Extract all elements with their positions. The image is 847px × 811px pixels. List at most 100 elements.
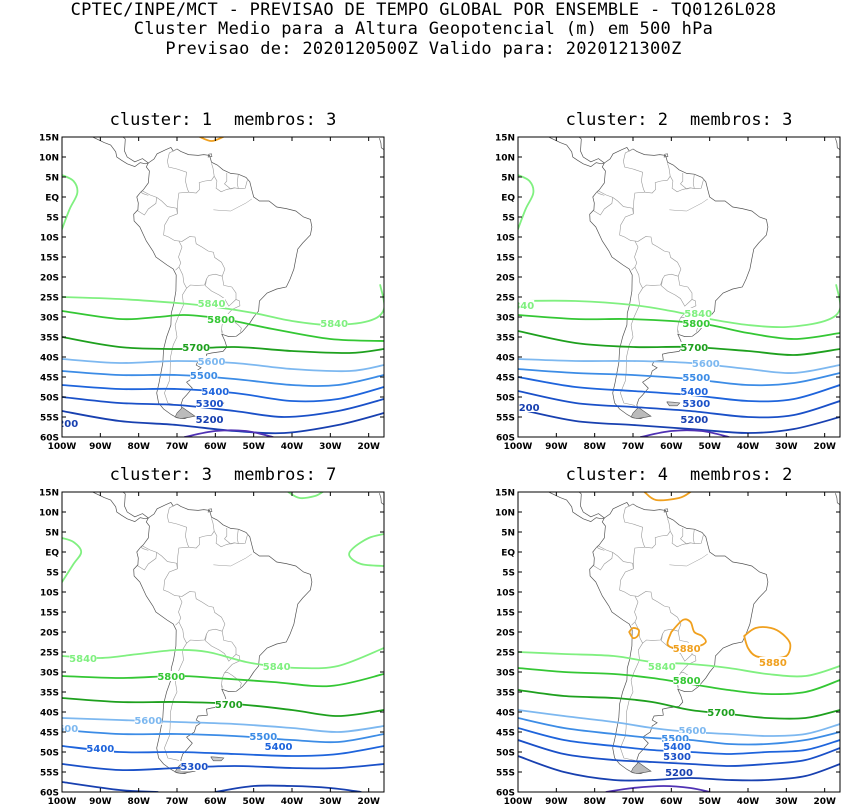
- contour-label: 5600: [198, 357, 226, 368]
- lon-label: 20W: [813, 797, 836, 807]
- country-border: [623, 503, 646, 548]
- river-line: [677, 328, 680, 334]
- country-border: [596, 546, 605, 551]
- contour-label: 5880: [759, 658, 787, 669]
- lat-label: 10S: [496, 589, 515, 599]
- island-outline: [663, 508, 669, 513]
- contour-label: 5840: [69, 654, 97, 665]
- coastline-central-america: [547, 137, 606, 167]
- lon-label: 50W: [698, 797, 721, 807]
- contour-line-5840: [518, 284, 840, 329]
- lat-label: 15S: [40, 609, 59, 619]
- lon-label: 60W: [660, 442, 683, 452]
- contour-line-5300: [518, 739, 840, 767]
- tierra-del-fuego: [630, 407, 652, 419]
- contour-label-bg: [263, 661, 291, 671]
- lat-label: EQ: [45, 549, 59, 559]
- country-border: [224, 528, 235, 545]
- lat-label: 15S: [496, 254, 515, 264]
- falkland-islands: [210, 756, 225, 762]
- contour-label: 5500: [682, 373, 710, 384]
- country-border: [211, 518, 248, 548]
- island-outline: [644, 478, 650, 480]
- contour-line-5200: [214, 784, 362, 792]
- contour-label-bg: [661, 733, 689, 743]
- contour-label: 5200: [665, 768, 693, 779]
- panel-title: cluster: 3 membros: 7: [109, 465, 337, 485]
- contour-label-bg: [157, 671, 185, 681]
- country-border: [634, 236, 682, 289]
- contour-label-bg: [62, 418, 79, 428]
- panel-title: cluster: 1 membros: 3: [109, 110, 337, 130]
- figure-subtitle: Cluster Medio para a Altura Geopotencial…: [133, 19, 714, 39]
- lat-label: 5N: [501, 529, 515, 539]
- island-outline: [160, 472, 183, 480]
- contour-line-5500: [62, 370, 384, 387]
- lon-label: 40W: [737, 442, 760, 452]
- contour-label-bg: [673, 675, 701, 685]
- lat-label: 25S: [40, 649, 59, 659]
- lat-label: 15N: [495, 134, 515, 144]
- lat-label: 10S: [40, 234, 59, 244]
- country-border: [164, 288, 187, 406]
- lat-label: 10S: [496, 234, 515, 244]
- island-outline: [644, 123, 650, 125]
- lat-label: 25S: [496, 649, 515, 659]
- lat-label: 55S: [496, 414, 515, 424]
- contour-line-5840: [518, 174, 535, 230]
- contour-label: 5400: [86, 744, 114, 755]
- lat-label: 5S: [46, 214, 59, 224]
- contour-label-bg: [663, 751, 691, 761]
- river-line: [221, 328, 224, 334]
- contour-line-5840: [62, 284, 384, 326]
- contour-label-bg: [518, 300, 535, 310]
- river-line: [686, 553, 708, 567]
- contour-label-bg: [197, 356, 226, 366]
- country-border: [633, 546, 645, 569]
- lat-label: 40S: [40, 709, 59, 719]
- contour-label-bg: [201, 386, 229, 396]
- country-border: [167, 503, 190, 548]
- contour-label: 5400: [663, 742, 691, 753]
- lat-label: 40S: [40, 354, 59, 364]
- contour-label: 5700: [215, 700, 243, 711]
- lat-label: 60S: [40, 789, 59, 799]
- contour-line-5840: [518, 651, 840, 678]
- lat-label: 20S: [40, 274, 59, 284]
- contour-label: 5840: [648, 662, 676, 673]
- lat-label: 5N: [45, 529, 59, 539]
- country-border: [644, 176, 671, 194]
- lat-label: 60S: [496, 434, 515, 444]
- contour-line-5500: [62, 729, 384, 744]
- contour-line-5700: [518, 689, 840, 720]
- lat-label: EQ: [45, 194, 59, 204]
- country-border: [593, 552, 613, 571]
- contour-label: 5300: [180, 762, 208, 773]
- lon-label: 60W: [660, 797, 683, 807]
- contour-label: 5800: [673, 676, 701, 687]
- lat-label: EQ: [501, 549, 515, 559]
- country-border: [142, 545, 178, 569]
- country-border: [205, 278, 237, 307]
- lon-label: 40W: [281, 797, 304, 807]
- country-border: [163, 568, 183, 626]
- lat-label: EQ: [501, 194, 515, 204]
- country-border: [188, 531, 215, 549]
- forecast-dates: Previsao de: 2020120500Z Valido para: 20…: [165, 39, 682, 59]
- falkland-islands: [666, 401, 681, 407]
- lat-label: 60S: [496, 789, 515, 799]
- contour-line-5840: [287, 492, 324, 500]
- country-border: [596, 191, 605, 196]
- contour-label-bg: [182, 342, 210, 352]
- plot-area: [518, 137, 840, 437]
- country-border: [137, 197, 157, 216]
- lat-label: 20S: [40, 629, 59, 639]
- lat-label: 55S: [496, 769, 515, 779]
- lon-label: 60W: [204, 442, 227, 452]
- country-border: [140, 191, 149, 196]
- lat-label: 10N: [39, 509, 59, 519]
